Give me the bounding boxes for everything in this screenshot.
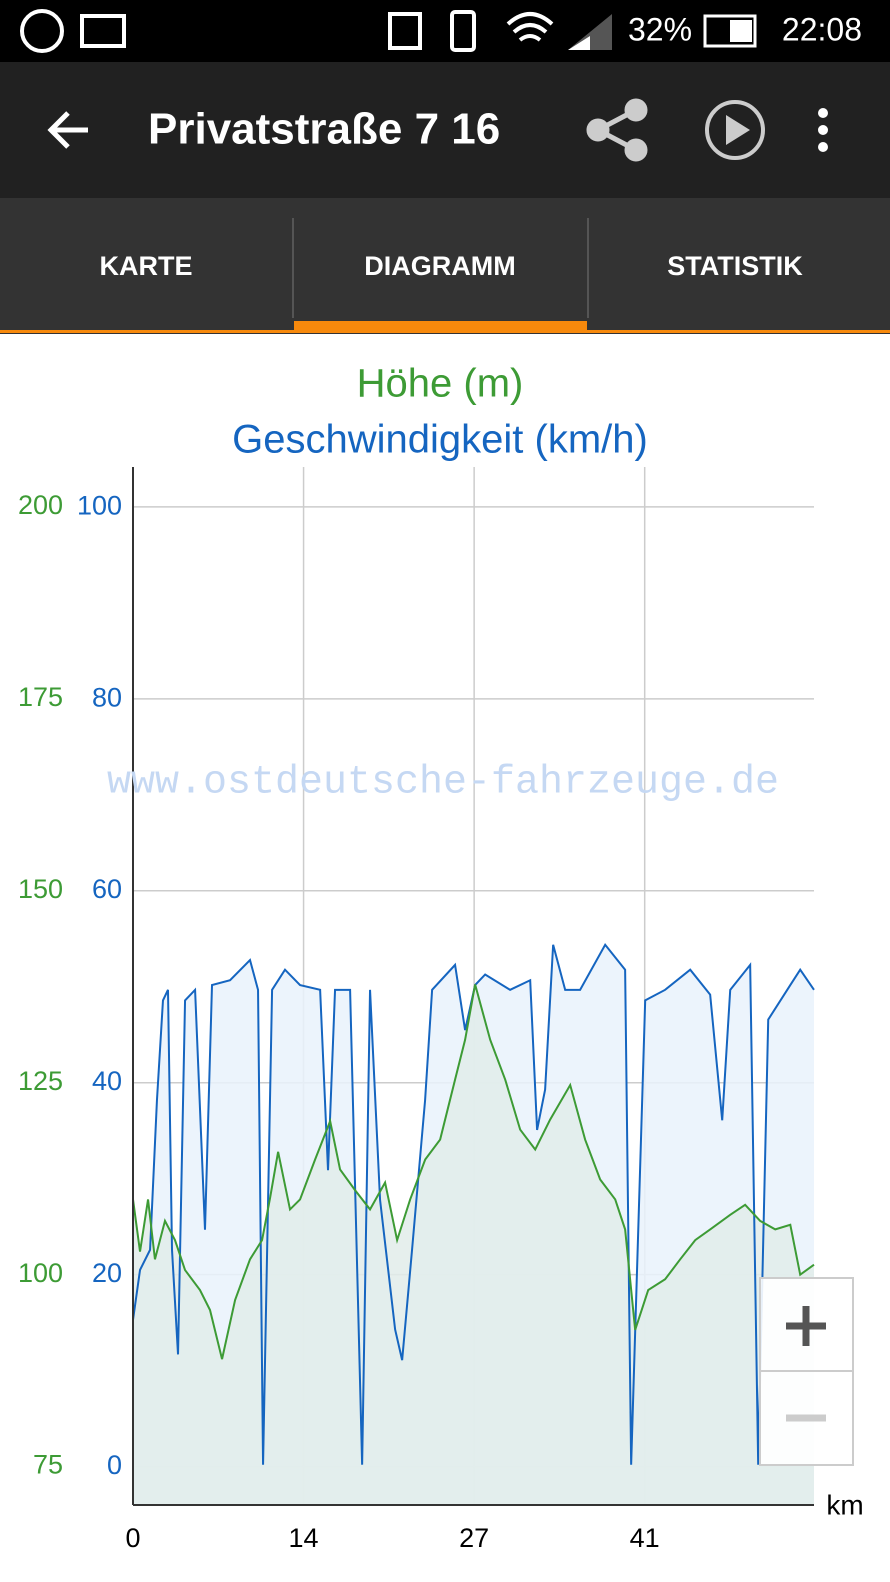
tab[interactable]: KARTE: [100, 251, 193, 281]
y2-tick-label: 60: [92, 874, 122, 904]
y2-tick-label: 0: [107, 1450, 122, 1480]
y-tick-label: 175: [18, 682, 63, 712]
y-tick-label: 200: [18, 490, 63, 520]
tab-indicator: [294, 321, 587, 333]
y-tick-label: 125: [18, 1066, 63, 1096]
y-tick-label: 150: [18, 874, 63, 904]
zoom-in-button[interactable]: [786, 1306, 826, 1346]
menu-button[interactable]: [818, 108, 828, 152]
signal-level: [568, 36, 590, 50]
plot: 0 14 27 41 75 100 125 150 175 200 0 20 40 60 80 100: [18, 467, 815, 1553]
x-axis-label: km: [826, 1489, 863, 1520]
wifi-icon: [506, 12, 554, 42]
x-tick-label: 41: [630, 1523, 660, 1553]
vibrate-icon: [450, 10, 476, 52]
play-icon: [726, 115, 750, 145]
clock: 22:08: [782, 11, 862, 47]
nfc-icon: [388, 12, 422, 50]
series-line: [132, 984, 815, 1360]
battery-level: [730, 20, 752, 42]
y-tick-label: 75: [33, 1450, 63, 1480]
y2-tick-label: 20: [92, 1258, 122, 1288]
share-button[interactable]: [586, 98, 648, 162]
series-line: [132, 942, 815, 1465]
y-tick-label: 100: [18, 1258, 63, 1288]
tab[interactable]: STATISTIK: [667, 251, 803, 281]
whatsapp-icon: [20, 9, 64, 53]
watermark: www.ostdeutsche-fahrzeuge.de: [107, 761, 779, 806]
back-button[interactable]: [47, 111, 88, 149]
x-tick-label: 27: [459, 1523, 489, 1553]
y2-tick-label: 100: [77, 490, 122, 520]
y2-tick-label: 80: [92, 682, 122, 712]
area-fill: [133, 984, 814, 1505]
image-icon: [80, 14, 126, 48]
battery-icon: [703, 14, 757, 48]
x-tick-label: 0: [125, 1523, 140, 1553]
y2-tick-label: 40: [92, 1066, 122, 1096]
chart-title: Höhe (m): [357, 362, 524, 406]
play-button[interactable]: [705, 100, 765, 160]
signal-icon: [568, 14, 612, 50]
battery-percent: 32%: [628, 11, 692, 47]
toolbar-title: Privatstraße 7 16: [148, 105, 500, 154]
tab[interactable]: DIAGRAMM: [364, 251, 515, 281]
chart-subtitle: Geschwindigkeit (km/h): [232, 418, 648, 462]
x-tick-label: 14: [289, 1523, 319, 1553]
tab-bar: [0, 198, 890, 334]
